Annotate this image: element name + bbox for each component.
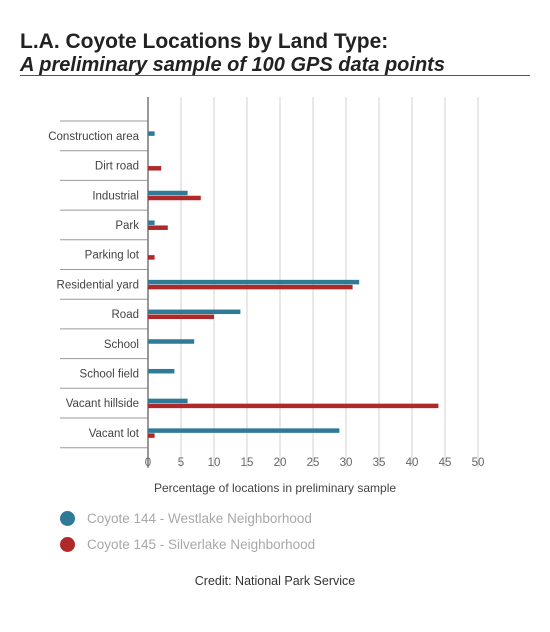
- bar-series-0-school: [148, 339, 195, 344]
- chart-title: L.A. Coyote Locations by Land Type:: [20, 30, 389, 53]
- category-label: Vacant lot: [89, 428, 140, 440]
- x-tick-label: 25: [307, 457, 320, 469]
- category-label: School: [104, 339, 139, 351]
- bar-series-1-vacant-lot: [148, 433, 155, 438]
- legend-dot-coyote-145: [60, 536, 75, 552]
- legend-label-coyote-144: Coyote 144 - Westlake Neighborhood: [87, 510, 312, 526]
- legend-dot-coyote-144: [60, 510, 75, 526]
- x-tick-label: 15: [241, 457, 254, 469]
- bar-series-1-park: [148, 225, 168, 230]
- bar-chart: Construction area Dirt road Industrial Park…: [48, 97, 485, 495]
- x-tick-label: 0: [145, 457, 151, 469]
- title-divider: [20, 75, 530, 76]
- x-tick-label: 50: [472, 457, 485, 469]
- legend: Coyote 144 - Westlake Neighborhood Coyot…: [60, 508, 315, 560]
- bar-series-1-vacant-hillside: [148, 403, 439, 409]
- bar-series-0-construction-area: [148, 131, 155, 136]
- category-label: Residential yard: [57, 279, 139, 291]
- x-tick-label: 20: [274, 457, 287, 469]
- bar-series-1-industrial: [148, 195, 201, 201]
- legend-item-coyote-145: Coyote 145 - Silverlake Neighborhood: [60, 534, 315, 554]
- category-label: Parking lot: [85, 250, 140, 262]
- bar-series-0-vacant-hillside: [148, 398, 188, 404]
- bar-series-0-school-field: [148, 368, 175, 374]
- x-tick-label: 35: [373, 457, 386, 469]
- x-tick-label: 40: [406, 457, 419, 469]
- category-label: Vacant hillside: [66, 398, 139, 410]
- bar-series-0-vacant-lot: [148, 428, 340, 433]
- legend-item-coyote-144: Coyote 144 - Westlake Neighborhood: [60, 508, 315, 528]
- category-label: Park: [115, 220, 139, 232]
- x-axis-label: Percentage of locations in preliminary s…: [154, 481, 396, 495]
- category-label: Dirt road: [95, 161, 139, 173]
- x-tick-label: 45: [439, 457, 452, 469]
- bar-series-1-dirt-road: [148, 166, 162, 171]
- bar-series-0-road: [148, 309, 241, 315]
- x-tick-label: 5: [178, 457, 184, 469]
- bar-series-1-road: [148, 314, 214, 320]
- bar-series-1-residential-yard: [148, 284, 353, 290]
- credit-note: Credit: National Park Service: [194, 574, 356, 588]
- chart-subtitle: A preliminary sample of 100 GPS data poi…: [20, 54, 445, 76]
- x-tick-label: 30: [340, 457, 353, 469]
- category-label: Road: [112, 309, 140, 321]
- legend-label-coyote-145: Coyote 145 - Silverlake Neighborhood: [87, 536, 316, 552]
- x-tick-label: 10: [208, 457, 221, 469]
- category-label: School field: [80, 368, 139, 380]
- bar-series-1-parking-lot: [148, 255, 155, 260]
- bar-series-0-industrial: [148, 190, 188, 196]
- category-label: Construction area: [48, 131, 139, 143]
- bar-series-0-park: [148, 220, 155, 225]
- category-label: Industrial: [92, 190, 139, 202]
- bar-series-0-residential-yard: [148, 279, 360, 285]
